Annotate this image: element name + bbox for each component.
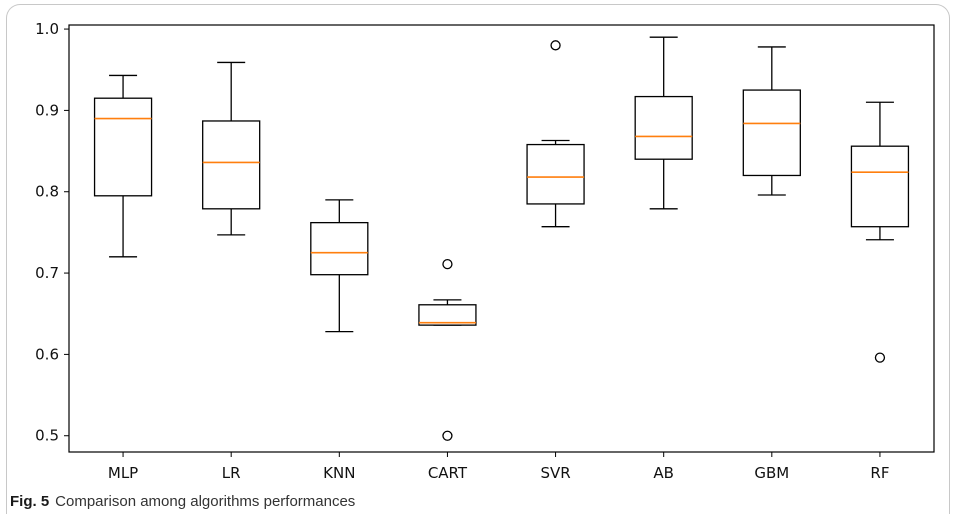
box-mlp [93, 74, 153, 258]
iqr-box [93, 97, 153, 197]
iqr-box [850, 145, 910, 228]
box-rf [850, 101, 910, 363]
box-gbm [742, 46, 801, 196]
figure-frame [6, 4, 950, 514]
x-tick-label: AB [653, 464, 674, 482]
x-tick-label: CART [428, 464, 468, 482]
x-tick-label: KNN [323, 464, 355, 482]
iqr-box [202, 120, 261, 210]
y-tick-label: 0.9 [35, 101, 59, 119]
y-tick-label: 1.0 [35, 20, 59, 38]
box-plot: 0.5 0.6 0.7 0.8 0.9 1.0 MLP LR KNN CART SVR AB GBM R… [35, 20, 935, 482]
outlier-point [442, 430, 453, 441]
iqr-box [310, 221, 369, 276]
iqr-box [634, 95, 693, 160]
outlier-point [550, 40, 561, 51]
y-tick-label: 0.8 [35, 183, 59, 201]
x-tick-label: SVR [540, 464, 570, 482]
iqr-box [742, 89, 801, 177]
box-ab [634, 36, 693, 210]
x-tick-label: GBM [754, 464, 789, 482]
y-tick-label: 0.7 [35, 264, 59, 282]
plot-area [68, 24, 935, 453]
x-tick-label: RF [870, 464, 889, 482]
caption-text: Comparison among algorithms performances [55, 493, 356, 510]
y-tick-label: 0.5 [35, 427, 59, 445]
y-tick-label: 0.6 [35, 345, 59, 363]
iqr-box [418, 304, 477, 326]
x-axis: MLP LR KNN CART SVR AB GBM RF [108, 452, 889, 482]
box-svr [526, 40, 585, 228]
outlier-point [442, 258, 453, 270]
x-tick-label: LR [222, 464, 241, 482]
outlier-point [874, 352, 886, 363]
box-knn [310, 199, 369, 333]
figure-caption: Fig. 5 Comparison among algorithms perfor… [10, 493, 355, 510]
x-tick-label: MLP [108, 464, 138, 482]
figure-label: Fig. 5 [10, 493, 50, 510]
boxes [93, 36, 910, 441]
y-axis: 0.5 0.6 0.7 0.8 0.9 1.0 [35, 20, 69, 445]
box-cart [418, 258, 477, 441]
iqr-box [526, 143, 585, 205]
box-lr [202, 61, 261, 236]
